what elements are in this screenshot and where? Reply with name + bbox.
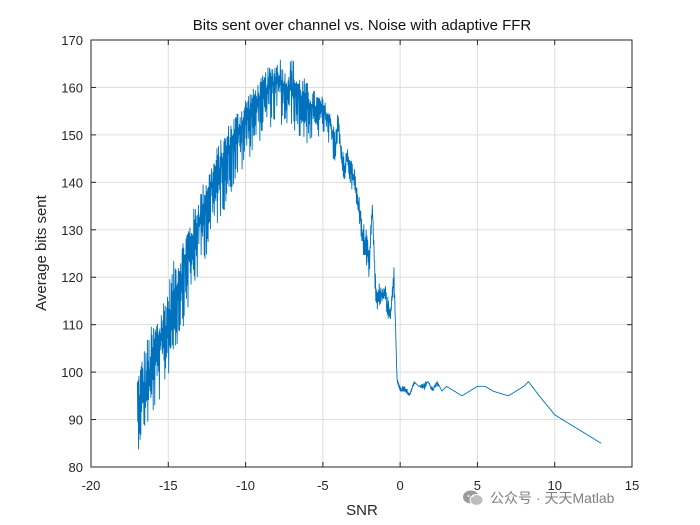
watermark: 公众号 · 天天Matlab <box>462 486 614 510</box>
x-tick-labels: -20 -15 -10 -5 0 5 10 15 <box>82 478 640 493</box>
x-tick-label: 5 <box>474 478 481 493</box>
x-tick-label: 15 <box>625 478 639 493</box>
y-tick-label: 160 <box>61 80 83 95</box>
x-tick-label: -5 <box>317 478 329 493</box>
y-tick-label: 140 <box>61 175 83 190</box>
y-tick-label: 150 <box>61 128 83 143</box>
y-tick-label: 100 <box>61 365 83 380</box>
series-layer <box>136 59 602 450</box>
x-tick-label: -20 <box>82 478 101 493</box>
x-tick-label: -10 <box>236 478 255 493</box>
x-tick-label: 0 <box>397 478 404 493</box>
chart-title: Bits sent over channel vs. Noise with ad… <box>193 17 532 34</box>
y-tick-label: 120 <box>61 270 83 285</box>
y-tick-labels: 80 90 100 110 120 130 140 150 160 170 <box>61 33 83 475</box>
y-axis-label: Average bits sent <box>33 194 50 310</box>
series-line <box>136 59 602 450</box>
y-tick-label: 90 <box>69 413 83 428</box>
wechat-icon <box>463 490 484 506</box>
x-axis-label: SNR <box>346 502 378 519</box>
y-tick-label: 170 <box>61 33 83 48</box>
y-tick-label: 80 <box>69 460 83 475</box>
y-tick-label: 130 <box>61 223 83 238</box>
plot-area <box>90 39 633 468</box>
y-tick-label: 110 <box>62 318 83 333</box>
x-tick-label: 10 <box>547 478 561 493</box>
watermark-text: 公众号 · 天天Matlab <box>490 490 615 506</box>
grid <box>90 39 633 468</box>
axis-ticks <box>90 39 633 468</box>
x-tick-label: -15 <box>159 478 178 493</box>
